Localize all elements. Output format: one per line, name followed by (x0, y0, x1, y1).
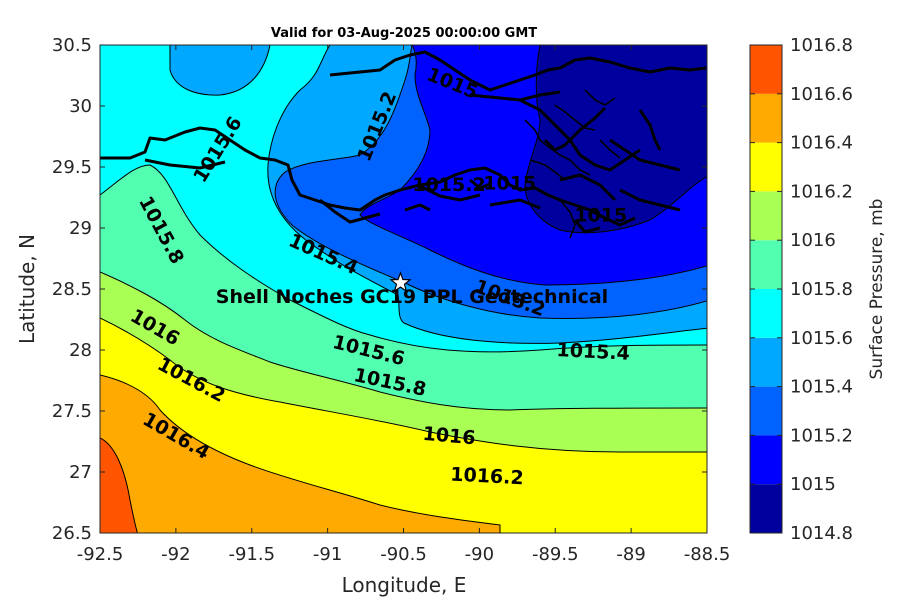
y-tick-label: 26.5 (52, 523, 92, 544)
site-annotation: Shell Noches GC19 PPL Geotechnical (216, 286, 608, 308)
pressure-band-1016-6 (100, 437, 138, 533)
contour-label: 1015 (574, 204, 627, 226)
contour-label: 1016 (422, 423, 477, 450)
colorbar-swatch (750, 142, 782, 192)
colorbar: 1014.8 1015 1015.2 1015.4 1015.6 1015.8 1016 10… (749, 35, 853, 544)
colorbar-swatch (750, 45, 782, 94)
colorbar-tick-label: 1016.2 (790, 181, 853, 202)
colorbar-tick-label: 1015.4 (790, 377, 853, 398)
colorbar-swatch (750, 386, 782, 436)
contour-label: 1015.2 (412, 174, 485, 196)
y-axis-ticks: 26.5 27 27.5 28 28.5 29 29.5 30 30.5 (52, 35, 707, 544)
colorbar-swatch (750, 240, 782, 289)
y-axis-label: Latitude, N (15, 234, 39, 344)
contour-label: 1015.4 (556, 339, 630, 365)
colorbar-tick-label: 1015.8 (790, 279, 853, 300)
x-tick-label: -91 (313, 544, 342, 565)
y-tick-label: 29.5 (52, 157, 92, 178)
colorbar-swatch (750, 191, 782, 241)
x-tick-label: -92 (161, 544, 190, 565)
y-tick-label: 28.5 (52, 279, 92, 300)
colorbar-label: Surface Pressure, mb (867, 199, 887, 380)
colorbar-tick-label: 1016.4 (790, 133, 853, 154)
y-tick-label: 29 (69, 218, 92, 239)
contour-label: 1015 (483, 173, 536, 195)
colorbar-tick-label: 1016 (790, 230, 836, 251)
pressure-band-1016-4 (100, 374, 501, 533)
colorbar-swatch (750, 484, 782, 533)
x-tick-label: -88.5 (684, 544, 731, 565)
x-tick-label: -89 (616, 544, 645, 565)
star-icon[interactable] (389, 271, 412, 293)
colorbar-tick-label: 1015.2 (790, 425, 853, 446)
colorbar-swatch (750, 289, 782, 338)
y-tick-label: 30.5 (52, 35, 92, 56)
y-tick-label: 27.5 (52, 401, 92, 422)
colorbar-tick-label: 1015 (790, 474, 836, 495)
x-axis-label: Longitude, E (342, 573, 467, 597)
colorbar-tick-label: 1016.6 (790, 84, 853, 105)
colorbar-tick-label: 1016.8 (790, 35, 853, 56)
map-title: Valid for 03-Aug-2025 00:00:00 GMT (271, 26, 537, 41)
y-tick-label: 27 (69, 462, 92, 483)
colorbar-swatch (750, 337, 782, 387)
colorbar-swatch (750, 435, 782, 485)
x-tick-label: -89.5 (532, 544, 579, 565)
y-tick-label: 30 (69, 96, 92, 117)
pressure-band-1015-2-island (169, 45, 271, 96)
coastline (100, 50, 707, 234)
coastline-detail (524, 89, 621, 239)
x-tick-label: -91.5 (228, 544, 275, 565)
x-tick-label: -90 (465, 544, 494, 565)
y-tick-label: 28 (69, 340, 92, 361)
contour-label: 1016.2 (450, 463, 524, 489)
colorbar-tick-label: 1015.6 (790, 328, 853, 349)
x-axis-ticks: -92.5 -92 -91.5 -91 -90.5 -90 -89.5 -89 -88.5 (77, 45, 731, 565)
x-tick-label: -92.5 (77, 544, 124, 565)
x-tick-label: -90.5 (380, 544, 427, 565)
colorbar-tick-label: 1014.8 (790, 523, 853, 544)
colorbar-swatch (750, 93, 782, 143)
